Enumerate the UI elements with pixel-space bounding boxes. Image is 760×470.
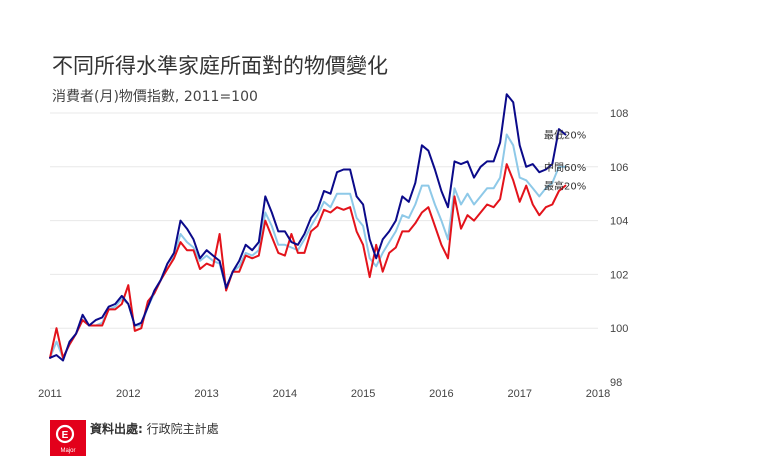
- svg-text:Major: Major: [60, 448, 75, 454]
- y-tick-label: 104: [610, 216, 628, 228]
- y-tick-label: 102: [610, 269, 628, 281]
- series-lines: [49, 93, 567, 362]
- x-tick-label: 2017: [507, 388, 531, 400]
- x-tick-label: 2018: [586, 388, 610, 400]
- x-tick-label: 2013: [194, 388, 218, 400]
- series-labels: 最低20% 中間60% 最高20%: [544, 129, 586, 193]
- chart-subtitle: 消費者(月)物價指數, 2011=100: [52, 89, 258, 105]
- series-label-1: 中間60%: [544, 161, 586, 174]
- source-label: 資料出處:: [90, 422, 143, 436]
- svg-text:E: E: [62, 430, 69, 441]
- y-tick-label: 106: [610, 162, 628, 174]
- series-line-2: [49, 163, 567, 359]
- y-tick-label: 98: [610, 377, 622, 389]
- series-label-2: 最高20%: [544, 180, 586, 193]
- series-line-1: [49, 133, 567, 359]
- major-logo: E Major: [50, 420, 86, 456]
- series-line-0: [49, 93, 567, 362]
- x-tick-label: 2011: [38, 388, 62, 400]
- source-name: 行政院主計處: [146, 422, 219, 436]
- source-note: 資料出處: 行政院主計處: [90, 420, 219, 437]
- grid-lines: [50, 112, 598, 329]
- series-label-0: 最低20%: [544, 129, 586, 142]
- x-tick-label: 2016: [429, 388, 453, 400]
- chart-title: 不同所得水準家庭所面對的物價變化: [52, 54, 388, 78]
- y-axis: 98 100 102 104 106 108: [610, 108, 628, 389]
- y-tick-label: 100: [610, 323, 628, 335]
- y-tick-label: 108: [610, 108, 628, 120]
- x-axis: 2011 2012 2013 2014 2015 2016 2017 2018: [38, 388, 610, 400]
- x-tick-label: 2012: [116, 388, 140, 400]
- footer: E Major 資料出處: 行政院主計處: [50, 418, 350, 456]
- x-tick-label: 2015: [351, 388, 375, 400]
- x-tick-label: 2014: [273, 388, 297, 400]
